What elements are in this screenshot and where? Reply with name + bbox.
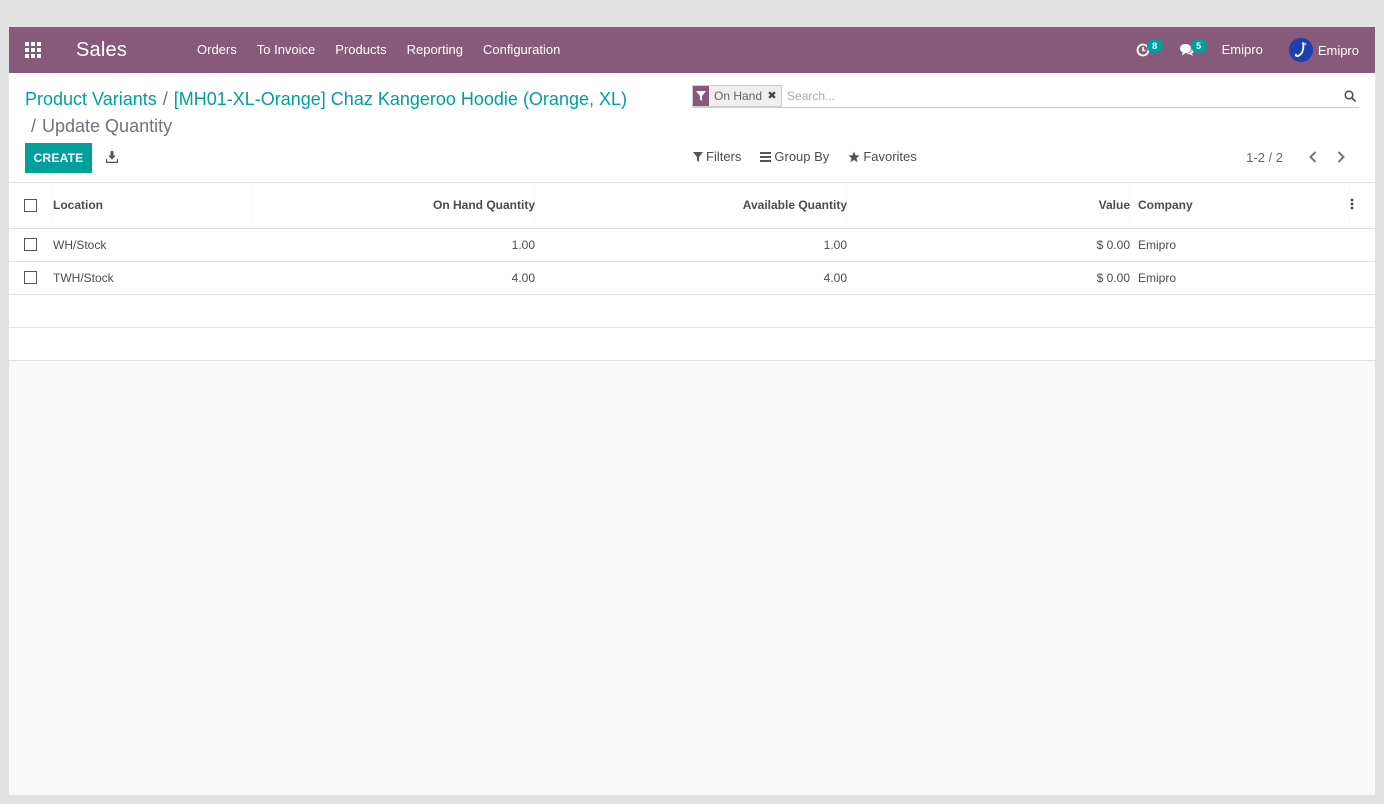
menu-item-configuration[interactable]: Configuration [482,42,561,57]
ellipsis-vertical-icon [1350,198,1354,210]
menu-item-products[interactable]: Products [335,42,387,57]
messaging-button[interactable]: 5 [1165,27,1209,73]
message-count-badge: 5 [1190,39,1207,53]
pager-next-button[interactable] [1327,147,1355,167]
apps-menu-button[interactable] [9,27,57,73]
cell-empty [1350,261,1375,295]
menu-item-reporting[interactable]: Reporting [406,42,463,57]
facet-label: On Hand [714,88,763,103]
menu-item-orders[interactable]: Orders [197,42,237,57]
cell-location: TWH/Stock [53,261,253,295]
facet-remove-icon[interactable]: ✖ [767,90,777,102]
app-name: Sales [76,38,128,61]
column-location[interactable]: Location [53,183,253,229]
row-checkbox[interactable] [24,271,37,284]
download-icon [106,151,118,163]
activity-count-badge: 8 [1146,39,1163,53]
list-view: Location On Hand Quantity Available Quan… [9,183,1375,361]
search-bar: On Hand ✖ [692,84,1359,108]
group-by-toggle[interactable]: Group By [760,149,829,164]
control-panel: Product Variants / [MH01-XL-Orange] Chaz K… [9,73,1375,183]
menu-item-to-invoice[interactable]: To Invoice [256,42,316,57]
cell-available-quantity: 1.00 [535,228,847,262]
search-options: Filters Group By Favorites [693,149,936,164]
favorites-label: Favorites [863,149,917,164]
chevron-left-icon [1309,151,1317,163]
pager: 1-2 / 2 [1246,147,1355,167]
column-value[interactable]: Value [847,183,1130,229]
cell-empty [1350,228,1375,262]
column-company[interactable]: Company [1130,183,1350,229]
star-icon [848,151,860,162]
breadcrumb-active: Update Quantity [42,116,173,136]
filter-icon [693,85,709,106]
search-button[interactable] [1341,86,1359,106]
favorites-toggle[interactable]: Favorites [848,149,917,164]
select-all-checkbox[interactable] [24,198,37,212]
company-switcher[interactable]: Emipro [1221,42,1263,57]
user-menu[interactable]: Emipro [1276,38,1375,62]
app-window: Sales Orders To Invoice Products Reporti… [9,27,1375,795]
search-facet: On Hand ✖ [692,84,783,107]
cell-value: $ 0.00 [847,228,1130,262]
user-logo-icon [1288,38,1313,62]
export-button[interactable] [102,147,122,167]
create-button[interactable]: CREATE [25,143,92,173]
select-all-cell [9,183,53,229]
breadcrumb: Product Variants / [MH01-XL-Orange] Chaz K… [25,86,665,140]
cell-company: Emipro [1130,261,1350,295]
cell-location: WH/Stock [53,228,253,262]
search-input[interactable] [787,88,1341,103]
apps-grid-icon [25,42,41,58]
cell-on-hand-quantity: 1.00 [253,228,535,262]
cell-company: Emipro [1130,228,1350,262]
top-menu: Orders To Invoice Products Reporting Con… [187,27,570,73]
row-select-cell [9,228,53,262]
breadcrumb-product[interactable]: [MH01-XL-Orange] Chaz Kangeroo Hoodie (O… [173,89,627,109]
filters-toggle[interactable]: Filters [693,149,741,164]
column-on-hand-quantity[interactable]: On Hand Quantity [253,183,535,229]
column-available-quantity[interactable]: Available Quantity [535,183,847,229]
filter-icon [693,151,703,162]
optional-columns-toggle[interactable] [1350,183,1375,229]
group-by-label: Group By [774,149,830,164]
breadcrumb-separator: / [31,116,37,136]
breadcrumb-separator: / [162,89,168,109]
cell-available-quantity: 4.00 [535,261,847,295]
systray: 8 5 Emipro Emipro [1121,27,1375,73]
avatar [1288,38,1313,62]
filters-label: Filters [706,149,742,164]
row-checkbox[interactable] [24,238,37,251]
cell-value: $ 0.00 [847,261,1130,295]
pager-value[interactable]: 1-2 / 2 [1246,149,1283,165]
quant-table: Location On Hand Quantity Available Quan… [9,183,1375,361]
cell-on-hand-quantity: 4.00 [253,261,535,295]
user-name: Emipro [1317,42,1359,58]
search-icon [1344,89,1356,102]
main-navbar: Sales Orders To Invoice Products Reporti… [9,27,1375,73]
chevron-right-icon [1337,151,1345,163]
empty-row [9,327,1375,361]
table-header-row: Location On Hand Quantity Available Quan… [9,183,1375,229]
table-row[interactable]: TWH/Stock 4.00 4.00 $ 0.00 Emipro [9,261,1375,295]
row-select-cell [9,261,53,295]
pager-previous-button[interactable] [1299,147,1327,167]
bars-icon [760,151,772,162]
empty-row [9,294,1375,328]
activity-button[interactable]: 8 [1121,27,1165,73]
breadcrumb-product-variants[interactable]: Product Variants [25,89,157,109]
table-row[interactable]: WH/Stock 1.00 1.00 $ 0.00 Emipro [9,228,1375,262]
